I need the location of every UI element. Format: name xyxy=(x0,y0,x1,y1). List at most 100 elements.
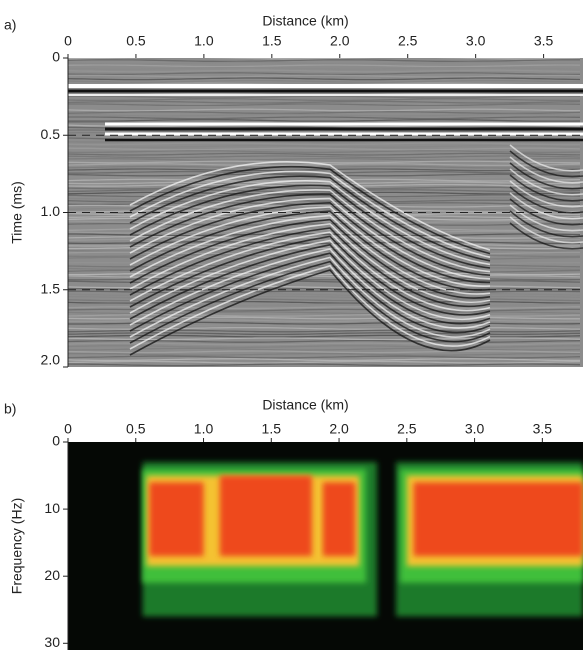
x-tick-label: 3.5 xyxy=(533,421,553,437)
seismic-texture xyxy=(68,334,581,338)
reflector xyxy=(509,222,583,250)
seismic-texture xyxy=(68,207,581,211)
reflector xyxy=(129,214,491,295)
reflector xyxy=(129,201,491,284)
seismic-texture xyxy=(68,300,581,304)
reflector xyxy=(129,206,491,287)
seismic-texture xyxy=(68,116,581,120)
seismic-texture xyxy=(68,264,581,268)
seismic-texture xyxy=(68,202,581,206)
seismic-texture xyxy=(68,61,580,65)
y-axis-label: Time (ms) xyxy=(9,181,25,243)
seismic-texture xyxy=(68,144,581,148)
reflector xyxy=(129,161,491,251)
seismic-texture xyxy=(68,254,581,258)
seismic-texture xyxy=(68,58,581,60)
seismic-texture xyxy=(68,118,581,122)
reflector xyxy=(129,239,491,321)
seismic-texture xyxy=(68,178,581,182)
reflector xyxy=(129,218,491,299)
seismic-texture xyxy=(68,160,580,164)
seismic-texture xyxy=(68,352,581,356)
seismic-texture xyxy=(68,347,581,351)
reflector xyxy=(129,260,491,344)
seismic-texture xyxy=(68,290,581,294)
reflector xyxy=(129,269,491,356)
seismic-texture xyxy=(68,147,581,151)
seismic-texture xyxy=(68,168,581,172)
seismic-texture xyxy=(68,238,581,242)
reflector xyxy=(129,248,491,329)
seismic-texture xyxy=(68,212,581,216)
seismic-texture xyxy=(68,66,581,70)
y-tick-label: 2.0 xyxy=(41,352,61,368)
reflector xyxy=(129,189,491,273)
seismic-texture xyxy=(68,103,581,107)
seismic-texture xyxy=(68,272,581,276)
x-axis-label: Distance (km) xyxy=(262,397,348,413)
reflector xyxy=(129,235,491,316)
reflector xyxy=(129,197,491,280)
reflector xyxy=(509,216,583,244)
reflector xyxy=(129,175,491,262)
seismic-texture xyxy=(68,98,580,102)
seismic-texture xyxy=(68,282,581,286)
seismic-texture xyxy=(68,259,580,263)
seismic-texture xyxy=(68,311,581,315)
reflector xyxy=(509,168,583,196)
seismic-texture xyxy=(68,256,581,260)
seismic-texture xyxy=(68,360,581,364)
x-tick-label: 2.5 xyxy=(397,421,417,437)
reflector xyxy=(509,156,583,184)
reflector xyxy=(509,198,583,226)
x-tick-label: 0 xyxy=(64,421,72,437)
seismic-texture xyxy=(68,199,581,203)
reflector xyxy=(509,162,583,190)
y-tick-label: 30 xyxy=(44,634,60,650)
seismic-texture xyxy=(68,217,581,221)
y-tick-label: 1.0 xyxy=(41,203,61,219)
seismic-texture xyxy=(68,113,581,117)
seismic-texture xyxy=(68,100,581,104)
reflector xyxy=(509,150,583,178)
x-tick-label: 3.0 xyxy=(466,33,486,49)
seismic-texture xyxy=(68,358,580,362)
panel-label: a) xyxy=(4,17,16,33)
reflector xyxy=(509,174,583,202)
x-tick-label: 1.0 xyxy=(194,421,214,437)
y-tick-label: 10 xyxy=(44,500,60,516)
reflector xyxy=(129,180,491,266)
seismic-texture xyxy=(68,79,581,83)
seismic-texture xyxy=(68,319,581,323)
seismic-texture xyxy=(68,152,581,156)
reflector xyxy=(129,256,491,338)
y-axis-label: Frequency (Hz) xyxy=(9,498,25,594)
y-tick-label: 0 xyxy=(52,433,60,449)
seismic-texture xyxy=(68,189,581,193)
y-tick-label: 20 xyxy=(44,567,60,583)
y-tick-label: 0.5 xyxy=(41,126,61,142)
seismic-texture xyxy=(68,77,581,81)
reflector xyxy=(509,180,583,208)
reflector xyxy=(129,264,491,350)
seismic-texture xyxy=(68,326,580,330)
seismic-texture xyxy=(68,345,581,349)
spectral-energy xyxy=(413,482,583,557)
seismic-texture xyxy=(68,186,581,190)
y-tick-label: 1.5 xyxy=(41,280,61,296)
seismic-texture xyxy=(68,59,580,63)
seismic-texture xyxy=(68,111,581,115)
x-tick-label: 3.5 xyxy=(534,33,554,49)
seismic-texture xyxy=(68,204,581,208)
reflector xyxy=(509,144,583,172)
seismic-texture xyxy=(68,350,581,354)
x-tick-label: 1.5 xyxy=(262,421,282,437)
reflector xyxy=(129,252,491,334)
seismic-texture xyxy=(68,225,581,229)
plot-area xyxy=(68,58,583,367)
reflector xyxy=(509,192,583,220)
seismic-texture xyxy=(68,72,580,76)
seismic-texture xyxy=(68,95,581,99)
seismic-texture xyxy=(68,337,581,341)
seismic-texture xyxy=(68,215,581,219)
